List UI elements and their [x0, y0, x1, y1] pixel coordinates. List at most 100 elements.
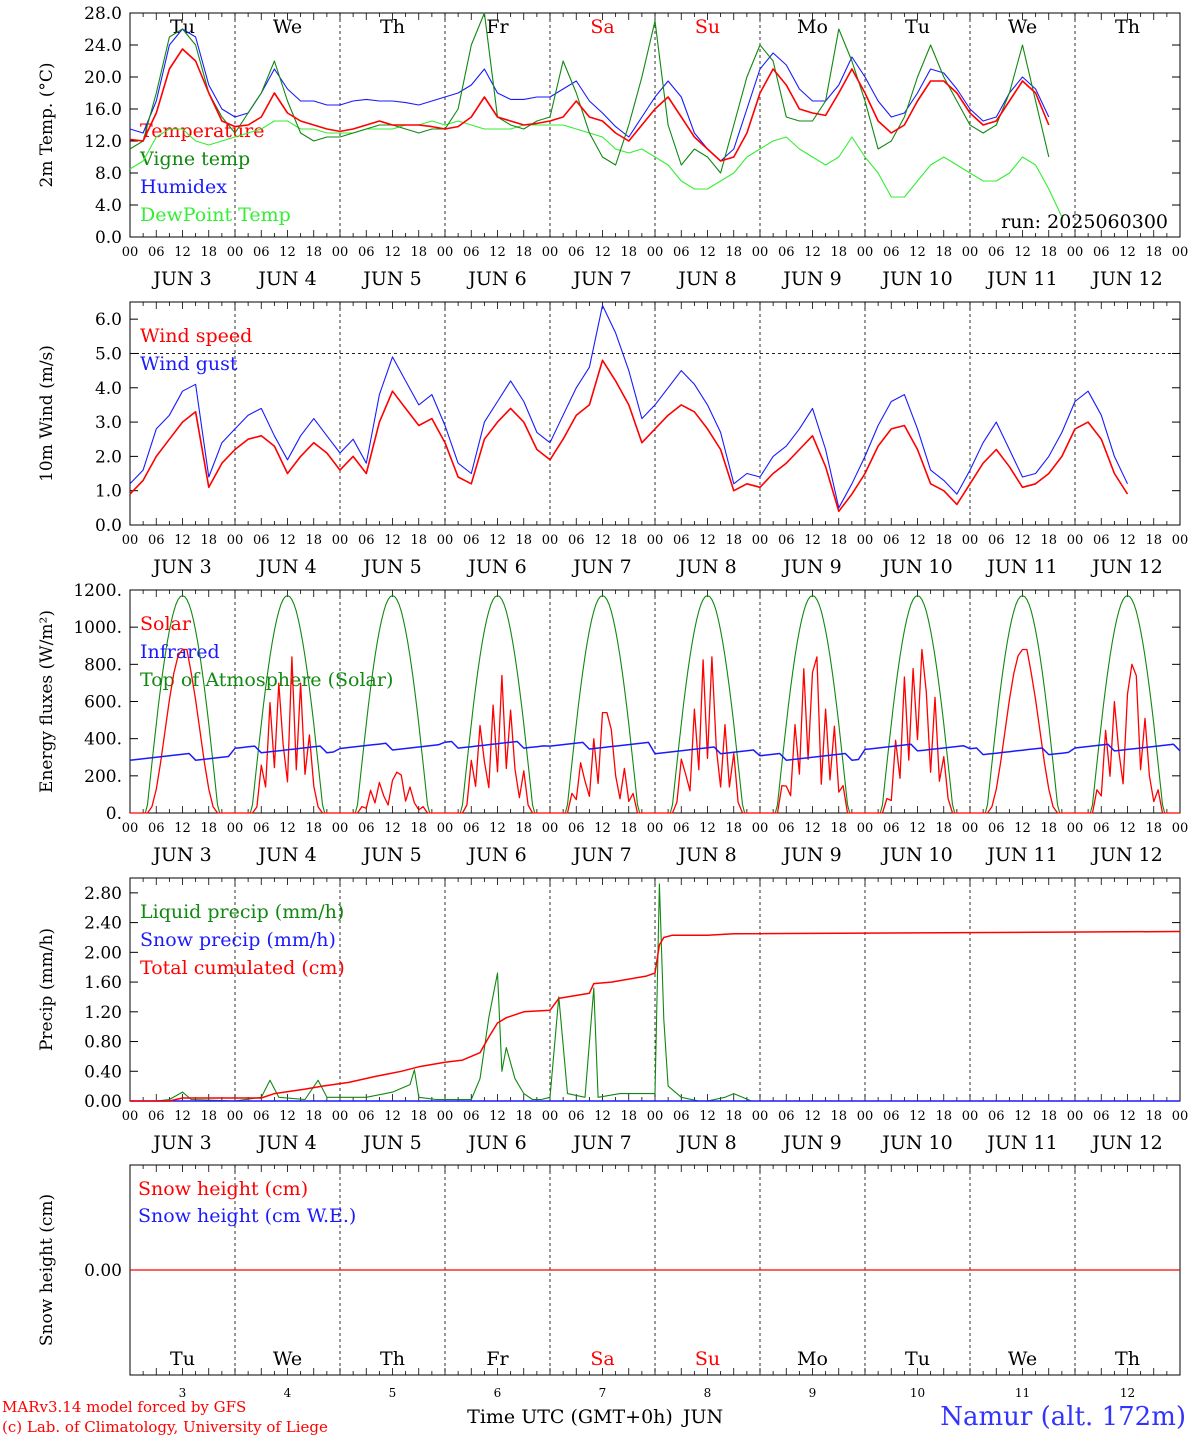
precip-legend-liquid: Liquid precip (mm/h) — [140, 901, 344, 923]
temp-x-hour-label: 12 — [384, 245, 401, 260]
temp-x-hour-label: 06 — [568, 245, 585, 260]
wind-x-hour-label: 00 — [227, 533, 244, 548]
temp-x-date-label: JUN 7 — [571, 268, 631, 290]
precip-x-hour-label: 12 — [384, 1109, 401, 1124]
energy-x-hour-label: 00 — [962, 821, 979, 836]
wind-x-hour-label: 12 — [384, 533, 401, 548]
energy-y-axis-title: Energy fluxes (W/m²) — [37, 610, 57, 793]
energy-x-hour-label: 06 — [148, 821, 165, 836]
weekday-label-top: Th — [380, 16, 405, 38]
temp-legend-vigne: Vigne temp — [139, 148, 250, 170]
energy-x-hour-label: 00 — [857, 821, 874, 836]
energy-x-date-label: JUN 8 — [676, 844, 736, 866]
weekday-label-bottom: Mo — [797, 1348, 828, 1370]
weekday-label-top: Fr — [486, 16, 509, 38]
temp-series-humidex — [129, 28, 1050, 162]
precip-x-hour-label: 12 — [594, 1109, 611, 1124]
precip-legend-total: Total cumulated (cm) — [140, 957, 345, 979]
temp-x-hour-label: 18 — [620, 245, 637, 260]
energy-x-hour-label: 18 — [620, 821, 637, 836]
precip-x-date-label: JUN 4 — [256, 1132, 316, 1154]
wind-x-hour-label: 06 — [568, 533, 585, 548]
wind-x-hour-label: 06 — [463, 533, 480, 548]
precip-x-hour-label: 12 — [174, 1109, 191, 1124]
date-label-bottom: 6 — [494, 1386, 502, 1400]
energy-y-tick-label: 800. — [84, 655, 122, 675]
temp-x-hour-label: 12 — [909, 245, 926, 260]
weekday-label-top: Mo — [797, 16, 828, 38]
wind-x-hour-label: 00 — [1172, 533, 1189, 548]
wind-x-hour-label: 12 — [174, 533, 191, 548]
energy-x-hour-label: 18 — [830, 821, 847, 836]
wind-x-hour-label: 18 — [620, 533, 637, 548]
temp-x-date-label: JUN 11 — [985, 268, 1057, 290]
wind-x-hour-label: 18 — [515, 533, 532, 548]
wind-x-hour-label: 18 — [410, 533, 427, 548]
energy-x-hour-label: 12 — [804, 821, 821, 836]
wind-x-hour-label: 18 — [725, 533, 742, 548]
temp-x-date-label: JUN 6 — [466, 268, 526, 290]
energy-x-hour-label: 06 — [673, 821, 690, 836]
temp-legend-humidex: Humidex — [140, 176, 227, 198]
wind-x-hour-label: 00 — [857, 533, 874, 548]
lab-credit: (c) Lab. of Climatology, University of L… — [2, 1418, 328, 1436]
energy-x-hour-label: 12 — [279, 821, 296, 836]
precip-x-hour-label: 18 — [515, 1109, 532, 1124]
wind-x-hour-label: 12 — [1119, 533, 1136, 548]
temp-x-hour-label: 18 — [410, 245, 427, 260]
energy-x-date-label: JUN 3 — [151, 844, 211, 866]
energy-y-tick-label: 0. — [106, 804, 122, 824]
temp-x-hour-label: 06 — [883, 245, 900, 260]
energy-x-date-label: JUN 5 — [361, 844, 421, 866]
energy-y-tick-label: 400. — [84, 730, 122, 750]
precip-x-hour-label: 06 — [358, 1109, 375, 1124]
temp-x-hour-label: 00 — [1172, 245, 1189, 260]
energy-x-hour-label: 06 — [778, 821, 795, 836]
temp-x-date-label: JUN 4 — [256, 268, 316, 290]
temp-y-tick-label: 8.0 — [95, 164, 122, 184]
date-label-bottom: 5 — [389, 1386, 397, 1400]
precip-y-axis-title: Precip (mm/h) — [37, 928, 57, 1051]
energy-x-hour-label: 12 — [489, 821, 506, 836]
precip-x-hour-label: 06 — [673, 1109, 690, 1124]
energy-x-hour-label: 18 — [515, 821, 532, 836]
energy-legend-solar: Solar — [140, 613, 192, 635]
weekday-label-bottom: Tu — [170, 1348, 195, 1370]
energy-x-date-label: JUN 12 — [1090, 844, 1162, 866]
temp-x-hour-label: 00 — [752, 245, 769, 260]
temp-x-date-label: JUN 12 — [1090, 268, 1162, 290]
snow-legend-snow: Snow height (cm) — [138, 1178, 308, 1200]
wind-x-hour-label: 18 — [1145, 533, 1162, 548]
precip-x-hour-label: 00 — [227, 1109, 244, 1124]
wind-series-wind-speed — [129, 359, 1129, 513]
wind-x-date-label: JUN 11 — [985, 556, 1057, 578]
precip-series-liquid — [130, 883, 1180, 1102]
wind-y-tick-label: 6.0 — [95, 310, 122, 330]
temp-y-tick-label: 20.0 — [84, 68, 122, 88]
energy-x-hour-label: 06 — [988, 821, 1005, 836]
wind-x-hour-label: 00 — [437, 533, 454, 548]
temp-legend-dewpoint: DewPoint Temp — [140, 204, 291, 226]
wind-x-hour-label: 00 — [332, 533, 349, 548]
precip-x-hour-label: 18 — [725, 1109, 742, 1124]
energy-series-solar — [130, 648, 1180, 814]
wind-frame — [129, 301, 1181, 526]
temp-x-date-label: JUN 8 — [676, 268, 736, 290]
weekday-label-top: We — [1008, 16, 1037, 38]
precip-x-hour-label: 18 — [1040, 1109, 1057, 1124]
weekday-label-top: We — [273, 16, 302, 38]
energy-x-date-label: JUN 10 — [880, 844, 952, 866]
precip-y-tick-label: 1.20 — [84, 1003, 122, 1023]
temp-x-hour-label: 06 — [1093, 245, 1110, 260]
temp-y-tick-label: 16.0 — [84, 100, 122, 120]
temp-y-tick-label: 0.0 — [95, 228, 122, 248]
temp-x-date-label: JUN 10 — [880, 268, 952, 290]
precip-x-hour-label: 00 — [647, 1109, 664, 1124]
temp-x-hour-label: 18 — [1040, 245, 1057, 260]
precip-x-date-label: JUN 6 — [466, 1132, 526, 1154]
wind-x-hour-label: 06 — [988, 533, 1005, 548]
temp-x-hour-label: 18 — [305, 245, 322, 260]
precip-y-tick-label: 0.80 — [84, 1033, 122, 1053]
wind-x-hour-label: 06 — [148, 533, 165, 548]
temp-x-hour-label: 06 — [988, 245, 1005, 260]
